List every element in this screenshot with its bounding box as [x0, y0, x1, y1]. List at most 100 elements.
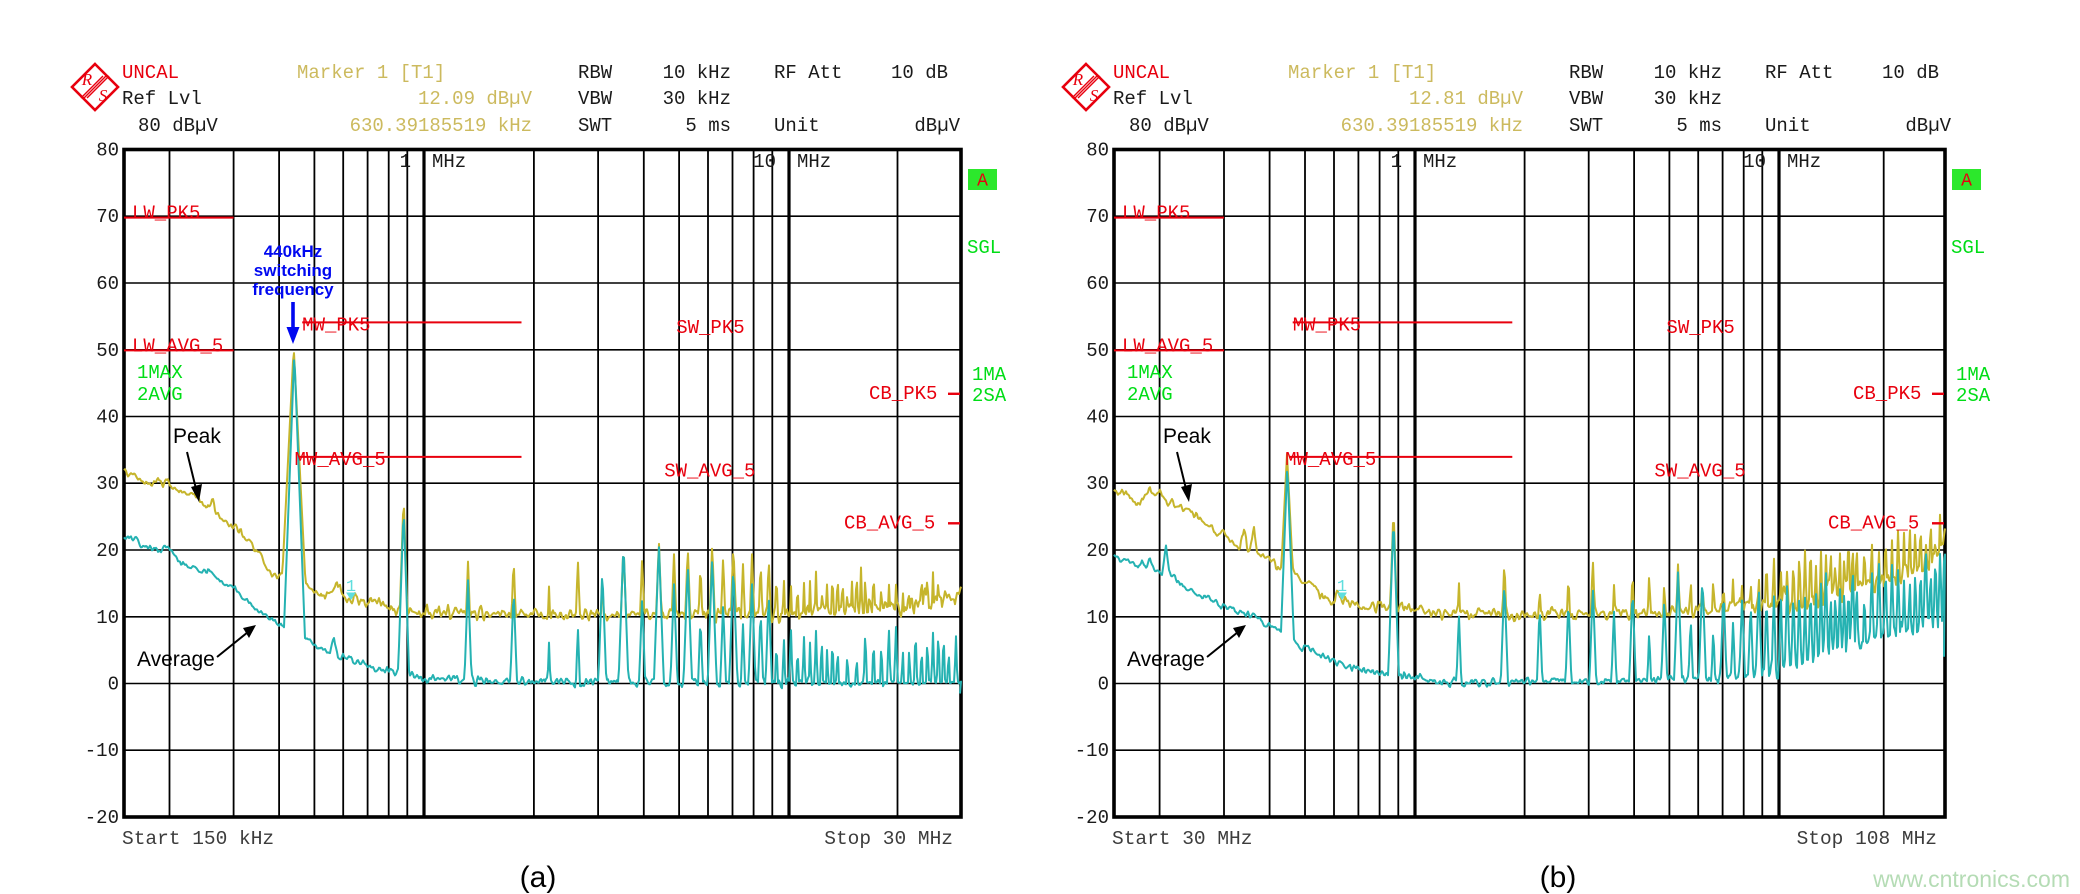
svg-text:10 dB: 10 dB — [1882, 62, 1939, 84]
svg-text:CB_PK5: CB_PK5 — [869, 383, 937, 405]
svg-text:1MA: 1MA — [1956, 364, 1991, 386]
svg-text:10: 10 — [753, 151, 776, 173]
svg-text:Start 150 kHz: Start 150 kHz — [122, 828, 274, 850]
svg-text:UNCAL: UNCAL — [122, 62, 179, 84]
svg-text:MHz: MHz — [1423, 151, 1457, 173]
svg-text:50: 50 — [96, 340, 119, 362]
svg-text:dBµV: dBµV — [914, 115, 960, 137]
svg-text:30: 30 — [1086, 473, 1109, 495]
svg-text:5 ms: 5 ms — [685, 115, 731, 137]
svg-text:Unit: Unit — [774, 115, 820, 137]
svg-text:20: 20 — [1086, 540, 1109, 562]
svg-text:SGL: SGL — [967, 237, 1001, 259]
svg-text:LW_AVG_5: LW_AVG_5 — [1122, 335, 1213, 357]
svg-text:Average: Average — [1127, 648, 1205, 671]
svg-text:630.39185519 kHz: 630.39185519 kHz — [1341, 115, 1523, 137]
svg-text:MW_PK5: MW_PK5 — [302, 314, 370, 336]
svg-text:20: 20 — [96, 540, 119, 562]
svg-text:1MAX: 1MAX — [1127, 362, 1173, 384]
svg-text:1: 1 — [1337, 578, 1347, 597]
svg-text:S: S — [1090, 86, 1099, 105]
svg-text:RF Att: RF Att — [1765, 62, 1833, 84]
svg-text:SGL: SGL — [1951, 237, 1985, 259]
svg-text:10 kHz: 10 kHz — [663, 62, 731, 84]
svg-text:80 dBµV: 80 dBµV — [138, 115, 218, 137]
svg-text:1: 1 — [346, 578, 356, 597]
svg-text:80 dBµV: 80 dBµV — [1129, 115, 1209, 137]
svg-text:10: 10 — [1086, 607, 1109, 629]
svg-text:40: 40 — [96, 407, 119, 429]
svg-text:70: 70 — [96, 206, 119, 228]
svg-text:Stop 108 MHz: Stop 108 MHz — [1797, 828, 1937, 850]
svg-text:30: 30 — [96, 473, 119, 495]
svg-text:R: R — [81, 70, 93, 89]
svg-text:5 ms: 5 ms — [1676, 115, 1722, 137]
svg-text:Peak: Peak — [1163, 425, 1211, 448]
svg-text:www.cntronics.com: www.cntronics.com — [1872, 866, 2070, 892]
svg-text:A: A — [1961, 172, 1972, 192]
svg-text:MW_PK5: MW_PK5 — [1293, 314, 1361, 336]
svg-text:2SA: 2SA — [1956, 385, 1991, 407]
svg-text:1: 1 — [400, 151, 411, 173]
svg-text:Start 30 MHz: Start 30 MHz — [1112, 828, 1252, 850]
svg-text:630.39185519 kHz: 630.39185519 kHz — [350, 115, 532, 137]
svg-text:2SA: 2SA — [972, 385, 1007, 407]
svg-text:RBW: RBW — [578, 62, 613, 84]
svg-text:switching: switching — [254, 261, 332, 280]
svg-text:MW_AVG_5: MW_AVG_5 — [295, 449, 386, 471]
svg-text:RF Att: RF Att — [774, 62, 842, 84]
svg-text:12.81 dBµV: 12.81 dBµV — [1409, 88, 1524, 110]
svg-text:CB_AVG_5: CB_AVG_5 — [844, 512, 935, 534]
svg-text:Marker 1 [T1]: Marker 1 [T1] — [297, 62, 445, 84]
svg-text:VBW: VBW — [1569, 88, 1604, 110]
svg-text:Ref Lvl: Ref Lvl — [1113, 88, 1193, 110]
svg-text:S: S — [99, 86, 108, 105]
svg-text:-20: -20 — [85, 807, 119, 829]
svg-text:SW_AVG_5: SW_AVG_5 — [664, 461, 755, 483]
svg-text:dBµV: dBµV — [1905, 115, 1951, 137]
svg-text:50: 50 — [1086, 340, 1109, 362]
svg-text:80: 80 — [1086, 140, 1109, 162]
svg-text:SW_AVG_5: SW_AVG_5 — [1654, 461, 1745, 483]
svg-text:10: 10 — [1743, 151, 1766, 173]
svg-text:Ref Lvl: Ref Lvl — [122, 88, 202, 110]
svg-text:Peak: Peak — [173, 425, 221, 448]
svg-text:10 kHz: 10 kHz — [1654, 62, 1722, 84]
svg-text:MHz: MHz — [797, 151, 831, 173]
svg-text:0: 0 — [108, 674, 119, 696]
svg-text:2AVG: 2AVG — [137, 384, 183, 406]
svg-text:-10: -10 — [85, 740, 119, 762]
svg-text:SW_PK5: SW_PK5 — [1666, 317, 1734, 339]
svg-text:SWT: SWT — [1569, 115, 1603, 137]
svg-text:SW_PK5: SW_PK5 — [676, 317, 744, 339]
svg-text:70: 70 — [1086, 206, 1109, 228]
svg-text:LW_PK5: LW_PK5 — [1122, 203, 1190, 225]
svg-text:1MA: 1MA — [972, 364, 1007, 386]
svg-text:CB_AVG_5: CB_AVG_5 — [1828, 512, 1919, 534]
svg-text:MW_AVG_5: MW_AVG_5 — [1285, 449, 1376, 471]
svg-text:30 kHz: 30 kHz — [663, 88, 731, 110]
svg-text:Average: Average — [137, 648, 215, 671]
svg-text:2AVG: 2AVG — [1127, 384, 1173, 406]
svg-text:CB_PK5: CB_PK5 — [1853, 383, 1921, 405]
svg-text:R: R — [1072, 70, 1084, 89]
svg-text:10 dB: 10 dB — [891, 62, 948, 84]
svg-text:-20: -20 — [1075, 807, 1109, 829]
svg-text:12.09 dBµV: 12.09 dBµV — [418, 88, 533, 110]
svg-text:30 kHz: 30 kHz — [1654, 88, 1722, 110]
svg-text:(b): (b) — [1540, 861, 1577, 894]
svg-text:MHz: MHz — [432, 151, 466, 173]
svg-text:A: A — [977, 172, 988, 192]
svg-text:Unit: Unit — [1765, 115, 1811, 137]
svg-text:1MAX: 1MAX — [137, 362, 183, 384]
svg-text:-10: -10 — [1075, 740, 1109, 762]
svg-text:UNCAL: UNCAL — [1113, 62, 1170, 84]
svg-text:frequency: frequency — [252, 280, 334, 299]
svg-text:440kHz: 440kHz — [264, 242, 323, 261]
svg-text:VBW: VBW — [578, 88, 613, 110]
svg-text:Stop 30 MHz: Stop 30 MHz — [824, 828, 953, 850]
svg-text:Marker 1 [T1]: Marker 1 [T1] — [1288, 62, 1436, 84]
svg-text:60: 60 — [96, 273, 119, 295]
svg-text:SWT: SWT — [578, 115, 612, 137]
svg-text:RBW: RBW — [1569, 62, 1604, 84]
